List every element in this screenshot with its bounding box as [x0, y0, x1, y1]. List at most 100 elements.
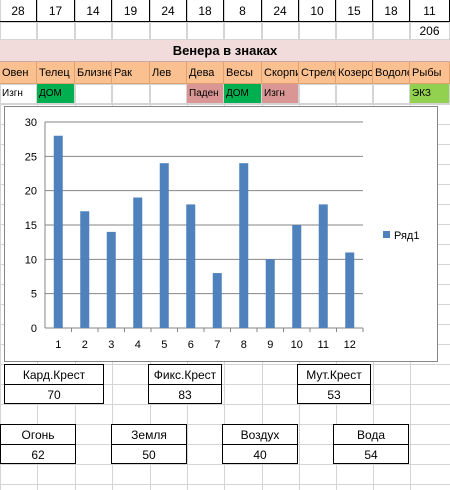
y-tick-label: 5 [31, 289, 37, 301]
status-cell[interactable]: ДОМ [224, 84, 262, 104]
x-tick-label: 2 [82, 339, 88, 351]
status-row: Изгн ДОМ Паден ДОМ Изгн ЭКЗ [0, 84, 450, 104]
empty-cell[interactable] [262, 22, 299, 40]
sign-cell[interactable]: Водолей [373, 62, 410, 84]
legend-swatch [383, 231, 390, 238]
status-cell[interactable]: Паден [187, 84, 224, 104]
empty-cell[interactable] [75, 22, 112, 40]
cross-box-mutable: Мут.Крест 53 [297, 364, 371, 404]
y-tick-label: 0 [31, 323, 37, 335]
bar[interactable] [53, 135, 63, 328]
y-tick-label: 15 [25, 220, 37, 232]
sign-cell[interactable]: Стрелец [299, 62, 336, 84]
sign-cell[interactable]: Лев [150, 62, 187, 84]
count-cell[interactable]: 18 [373, 0, 410, 22]
cross-value: 83 [178, 387, 192, 402]
top-counts-row: 28 17 14 19 24 18 8 24 10 15 18 11 [0, 0, 450, 22]
status-cell[interactable]: ДОМ [37, 84, 75, 104]
x-tick-label: 3 [108, 339, 114, 351]
empty-cell[interactable] [187, 22, 224, 40]
x-tick-label: 10 [291, 339, 303, 351]
element-label: Вода [334, 425, 408, 445]
empty-cell[interactable] [373, 22, 410, 40]
x-tick-label: 6 [188, 339, 194, 351]
sign-cell[interactable]: Дева [187, 62, 224, 84]
bar[interactable] [318, 204, 328, 328]
sign-cell[interactable]: Рак [112, 62, 150, 84]
bar[interactable] [159, 163, 169, 328]
sign-cell[interactable]: Козерог [336, 62, 373, 84]
count-cell[interactable]: 24 [150, 0, 187, 22]
sheet-title: Венера в знаках [0, 40, 450, 62]
status-cell[interactable]: Изгн [0, 84, 37, 104]
bar[interactable] [212, 273, 222, 328]
legend-label: Ряд1 [394, 230, 419, 242]
empty-cell[interactable] [150, 22, 187, 40]
zodiac-signs-row: ОвенТелецБлизнецыРакЛевДеваВесыСкорпионС… [0, 62, 450, 84]
count-cell[interactable]: 24 [262, 0, 299, 22]
status-cell[interactable] [299, 84, 336, 104]
bar[interactable] [292, 225, 302, 328]
cross-value: 70 [47, 387, 61, 402]
sign-cell[interactable]: Рыбы [410, 62, 450, 84]
bar[interactable] [345, 252, 355, 328]
y-tick-label: 10 [25, 254, 37, 266]
empty-cell[interactable] [37, 22, 75, 40]
element-label: Земля [112, 425, 186, 445]
status-cell[interactable] [373, 84, 410, 104]
x-tick-label: 4 [135, 339, 141, 351]
x-tick-label: 1 [55, 339, 61, 351]
count-cell[interactable]: 10 [299, 0, 336, 22]
empty-cell[interactable] [224, 22, 262, 40]
x-tick-label: 12 [344, 339, 356, 351]
count-cell[interactable]: 14 [75, 0, 112, 22]
bar[interactable] [133, 197, 143, 328]
count-cell[interactable]: 17 [37, 0, 75, 22]
status-cell[interactable] [150, 84, 187, 104]
y-tick-label: 25 [25, 151, 37, 163]
status-cell[interactable]: ЭКЗ [410, 84, 450, 104]
total-cell[interactable]: 206 [410, 22, 450, 40]
bar[interactable] [80, 211, 90, 328]
count-cell[interactable]: 11 [410, 0, 450, 22]
status-cell[interactable]: Изгн [262, 84, 299, 104]
element-label: Огонь [1, 425, 75, 445]
x-tick-label: 7 [214, 339, 220, 351]
x-tick-label: 8 [241, 339, 247, 351]
sign-cell[interactable]: Близнецы [75, 62, 112, 84]
count-cell[interactable]: 19 [112, 0, 150, 22]
sign-cell[interactable]: Скорпион [262, 62, 299, 84]
cross-box-fixed: Фикс.Крест 83 [148, 364, 222, 404]
status-cell[interactable] [75, 84, 112, 104]
sign-cell[interactable]: Весы [224, 62, 262, 84]
x-tick-label: 5 [161, 339, 167, 351]
element-box-air: Воздух 40 [222, 424, 298, 464]
bar[interactable] [239, 163, 249, 328]
sign-cell[interactable]: Овен [0, 62, 37, 84]
element-box-water: Вода 54 [333, 424, 409, 464]
count-cell[interactable]: 15 [336, 0, 373, 22]
bar[interactable] [186, 204, 196, 328]
y-tick-label: 20 [25, 186, 37, 198]
empty-cell[interactable] [112, 22, 150, 40]
sign-cell[interactable]: Телец [37, 62, 75, 84]
total-row: 206 [0, 22, 450, 40]
empty-cell[interactable] [0, 22, 37, 40]
element-value: 50 [142, 447, 156, 462]
y-tick-label: 30 [25, 117, 37, 129]
count-cell[interactable]: 18 [187, 0, 224, 22]
status-cell[interactable] [336, 84, 373, 104]
element-value: 40 [253, 447, 267, 462]
element-value: 62 [31, 447, 45, 462]
bar[interactable] [106, 231, 116, 328]
status-cell[interactable] [112, 84, 150, 104]
empty-cell[interactable] [336, 22, 373, 40]
element-box-fire: Огонь 62 [0, 424, 76, 464]
empty-cell[interactable] [299, 22, 336, 40]
bar[interactable] [265, 259, 275, 328]
cross-label: Мут.Крест [298, 365, 370, 385]
count-cell[interactable]: 8 [224, 0, 262, 22]
count-cell[interactable]: 28 [0, 0, 37, 22]
cross-value: 53 [327, 387, 341, 402]
